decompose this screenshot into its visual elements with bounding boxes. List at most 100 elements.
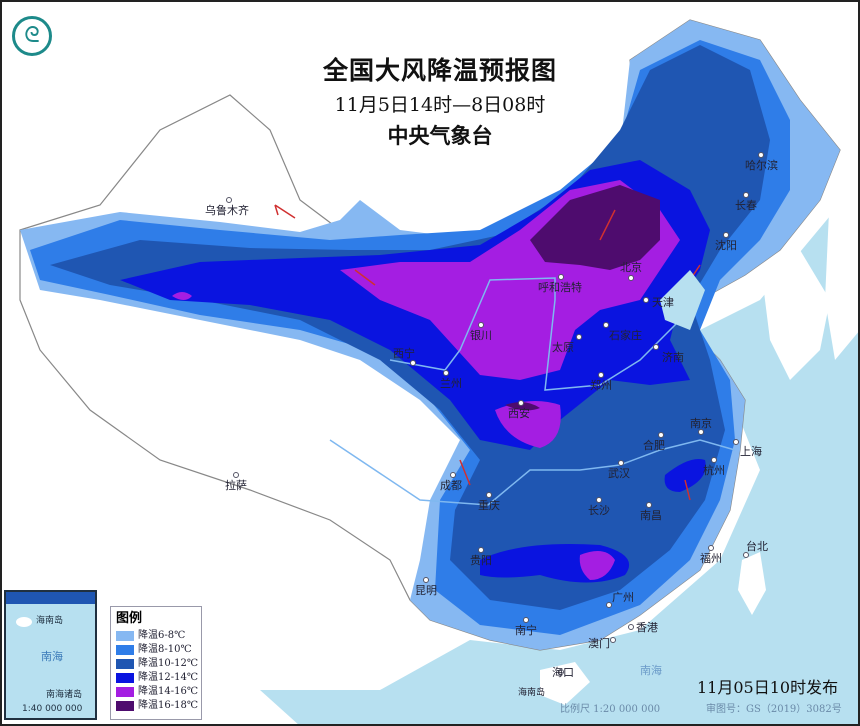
city-marker [518,400,524,406]
city-marker [596,497,602,503]
city-label: 成都 [440,479,462,492]
taiwan [738,552,766,615]
wind-barbs [274,204,701,501]
city-marker [723,232,729,238]
wind-barb [459,459,471,486]
legend-title: 图例 [116,611,143,626]
map-title: 全国大风降温预报图 [322,56,557,85]
legend-item: 降温14-16℃ [116,685,199,699]
legend-label: 降温8-10℃ [138,644,192,655]
city-label: 郑州 [590,379,612,392]
city-label: 澳门 [588,637,610,650]
legend-swatch [116,645,134,655]
city-marker [226,197,232,203]
cma-logo-icon: ᘓ [12,16,52,56]
city-marker [733,439,739,445]
legend-swatch [116,701,134,711]
south-china-sea-inset: 海南岛 南海 南海诸岛 1:40 000 000 [4,590,97,720]
city-label: 贵阳 [470,554,492,567]
city-marker [606,602,612,608]
city-label: 拉萨 [225,479,247,492]
agency-name: 中央气象台 [387,124,493,148]
city-label: 台北 [746,540,768,553]
city-label: 济南 [662,351,684,364]
legend-item: 降温8-10℃ [116,643,196,657]
city-label: 上海 [740,445,762,458]
city-label: 沈阳 [715,239,737,252]
legend: 图例 降温6-8℃ 降温8-10℃ 降温10-12℃ 降温12-14℃ 降温14-16℃… [110,606,202,720]
bohai-sea [660,270,705,330]
city-marker [643,297,649,303]
inset-caption: 南海诸岛 [46,690,83,700]
city-marker [628,275,634,281]
legend-swatch [116,687,134,697]
city-marker [450,472,456,478]
city-label: 太原 [552,341,574,354]
inset-island-label: 海南岛 [36,616,64,626]
city-label: 呼和浩特 [538,281,582,294]
city-label: 西宁 [393,347,415,360]
band-14-16-central [495,401,561,448]
city-label: 天津 [652,296,674,309]
city-marker [603,322,609,328]
city-marker [610,637,616,643]
legend-swatch [116,631,134,641]
city-marker [758,152,764,158]
legend-swatch [116,673,134,683]
city-marker [410,360,416,366]
yellow-river [389,277,681,391]
city-marker [658,432,664,438]
legend-label: 降温14-16℃ [138,686,199,697]
city-marker [558,669,564,675]
hainan-label: 海南岛 [518,688,546,698]
review-number: 审图号：GS（2019）3082号 [706,704,842,715]
city-label: 银川 [470,329,492,342]
band-14-16-south [579,551,615,580]
city-label: 长春 [735,199,757,212]
city-marker [478,322,484,328]
city-marker [478,547,484,553]
city-marker [711,457,717,463]
city-label: 西安 [508,407,530,420]
legend-label: 降温12-14℃ [138,672,199,683]
city-label: 南宁 [515,624,537,637]
city-marker [576,334,582,340]
city-marker [698,429,704,435]
legend-item: 降温12-14℃ [116,671,199,685]
city-label: 北京 [620,261,642,274]
legend-swatch [116,659,134,669]
sea [260,180,860,726]
city-label: 昆明 [415,584,437,597]
legend-label: 降温16-18℃ [138,700,199,711]
city-label: 南昌 [640,509,662,522]
inset-hainan [16,617,32,627]
legend-item: 降温16-18℃ [116,699,199,713]
wind-barb [599,209,616,241]
issued-time: 11月05日10时发布 [697,678,839,697]
city-label: 石家庄 [609,329,642,342]
city-label: 兰州 [440,377,462,390]
city-marker [233,472,239,478]
wind-barb [354,269,376,286]
city-label: 杭州 [703,464,725,477]
city-label: 福州 [700,552,722,565]
city-label: 哈尔滨 [745,159,778,172]
japan [825,170,860,360]
city-marker [653,344,659,350]
city-marker [628,624,634,630]
wind-barb [274,204,296,219]
city-label: 合肥 [643,439,665,452]
city-label: 乌鲁木齐 [205,204,249,217]
city-marker [443,370,449,376]
city-marker [486,492,492,498]
inset-sea-label: 南海 [41,650,63,663]
hainan-island [540,662,590,705]
city-label: 广州 [612,591,634,604]
legend-item: 降温6-8℃ [116,629,196,643]
map-scale: 比例尺 1:20 000 000 [560,704,661,715]
city-label: 海口 [552,666,574,679]
city-marker [646,502,652,508]
inset-scale: 1:40 000 000 [22,704,83,714]
band-16-18 [530,185,660,270]
